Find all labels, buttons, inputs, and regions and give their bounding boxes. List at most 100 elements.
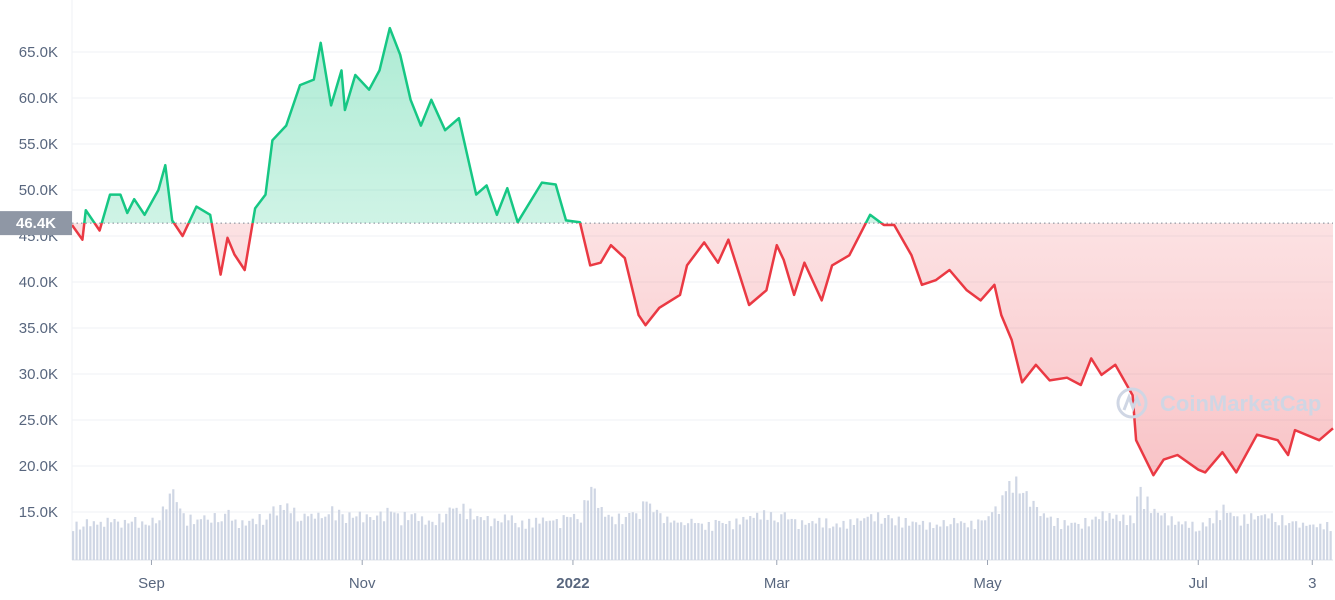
volume-bar xyxy=(707,521,710,560)
volume-bar xyxy=(303,513,306,560)
y-tick-label: 25.0K xyxy=(19,412,58,429)
volume-bar xyxy=(1288,523,1291,560)
volume-bar xyxy=(566,516,569,560)
volume-bar xyxy=(759,519,762,560)
volume-bar xyxy=(1160,515,1163,560)
volume-bar xyxy=(196,519,199,560)
volume-bar xyxy=(500,522,503,560)
volume-bar xyxy=(372,519,375,560)
volume-bar xyxy=(110,522,113,560)
volume-bar xyxy=(1167,525,1170,560)
volume-bar xyxy=(507,520,510,560)
volume-bar xyxy=(659,513,662,560)
volume-bar xyxy=(113,518,116,560)
volume-bar xyxy=(272,506,275,560)
volume-bar xyxy=(227,509,230,560)
volume-bar xyxy=(362,522,365,560)
volume-bar xyxy=(662,523,665,560)
volume-bar xyxy=(99,521,102,560)
x-tick-label: Sep xyxy=(138,575,165,592)
volume-bar xyxy=(393,512,396,560)
volume-bar xyxy=(483,520,486,560)
volume-bar xyxy=(1284,525,1287,560)
price-line-below xyxy=(70,223,1334,477)
volume-bar xyxy=(1205,526,1208,560)
volume-bar xyxy=(600,507,603,560)
volume-bar xyxy=(445,513,448,560)
volume-bar xyxy=(807,523,811,560)
volume-bar xyxy=(496,520,500,560)
x-tick-label: Jul xyxy=(1189,575,1208,592)
volume-bar xyxy=(75,521,78,560)
volume-bar xyxy=(424,524,427,560)
volume-bar xyxy=(224,513,227,560)
volume-bar xyxy=(279,504,282,560)
volume-bar xyxy=(1225,513,1229,560)
y-tick-label: 20.0K xyxy=(19,458,58,475)
volume-bar xyxy=(1222,504,1225,560)
volume-bar xyxy=(731,529,735,560)
volume-bar xyxy=(548,520,551,560)
volume-bar xyxy=(376,515,379,560)
volume-bar xyxy=(576,519,579,560)
volume-bar xyxy=(583,500,586,560)
volume-bar xyxy=(621,524,624,560)
volume-bar xyxy=(745,519,748,560)
volume-bar xyxy=(697,523,700,560)
volume-bar xyxy=(555,519,558,560)
volume-bar xyxy=(199,519,203,560)
volume-bar xyxy=(794,519,797,560)
volume-bar xyxy=(787,519,790,560)
volume-bar xyxy=(911,521,914,560)
volume-bar xyxy=(821,527,824,560)
volume-bar xyxy=(939,526,942,560)
coinmarketcap-logo-icon xyxy=(1116,387,1148,419)
volume-bar xyxy=(1098,519,1101,560)
volume-bar xyxy=(355,516,358,560)
volume-bar xyxy=(1153,508,1156,560)
volume-bar xyxy=(800,520,804,560)
volume-bar xyxy=(420,516,424,560)
volume-bar xyxy=(192,524,196,560)
volume-bar xyxy=(1170,516,1173,560)
volume-bar xyxy=(1149,513,1153,560)
volume-bar xyxy=(465,519,469,560)
volume-bar xyxy=(106,517,109,560)
volume-bar xyxy=(604,516,607,560)
volume-bar xyxy=(434,525,437,560)
volume-bar xyxy=(438,513,441,560)
volume-bar xyxy=(441,522,444,560)
volume-bar xyxy=(1004,491,1007,560)
volume-bar xyxy=(203,515,206,560)
y-axis: 15.0K20.0K25.0K30.0K35.0K40.0K45.0K50.0K… xyxy=(19,44,58,521)
volume-bar xyxy=(1018,493,1021,560)
volume-bar xyxy=(1194,531,1198,560)
volume-bar xyxy=(742,516,745,560)
volume-bar xyxy=(1298,527,1301,560)
volume-bar xyxy=(1184,521,1187,560)
volume-bar xyxy=(769,512,773,560)
volume-bar xyxy=(756,512,759,560)
volume-bar xyxy=(1315,527,1318,560)
volume-bar xyxy=(134,517,137,560)
volume-bar xyxy=(562,515,565,560)
logo-mark xyxy=(1122,392,1142,413)
volume-bar xyxy=(351,517,355,560)
volume-bar xyxy=(1260,515,1263,560)
volume-bar xyxy=(258,514,261,560)
volume-bar xyxy=(597,507,600,560)
volume-bar xyxy=(780,514,783,560)
volume-bar xyxy=(369,517,372,560)
volume-bar xyxy=(300,520,303,560)
volume-bar xyxy=(1308,524,1312,560)
volume-bar xyxy=(82,526,85,560)
volume-bar xyxy=(338,509,341,560)
volume-bar xyxy=(1201,522,1204,560)
volume-bar xyxy=(1015,476,1018,560)
volume-bar xyxy=(1312,524,1315,560)
volume-bar xyxy=(175,502,178,560)
volume-bar xyxy=(752,517,755,560)
volume-bar xyxy=(427,520,431,560)
volume-bar xyxy=(1267,518,1270,560)
volume-bar xyxy=(832,526,835,560)
